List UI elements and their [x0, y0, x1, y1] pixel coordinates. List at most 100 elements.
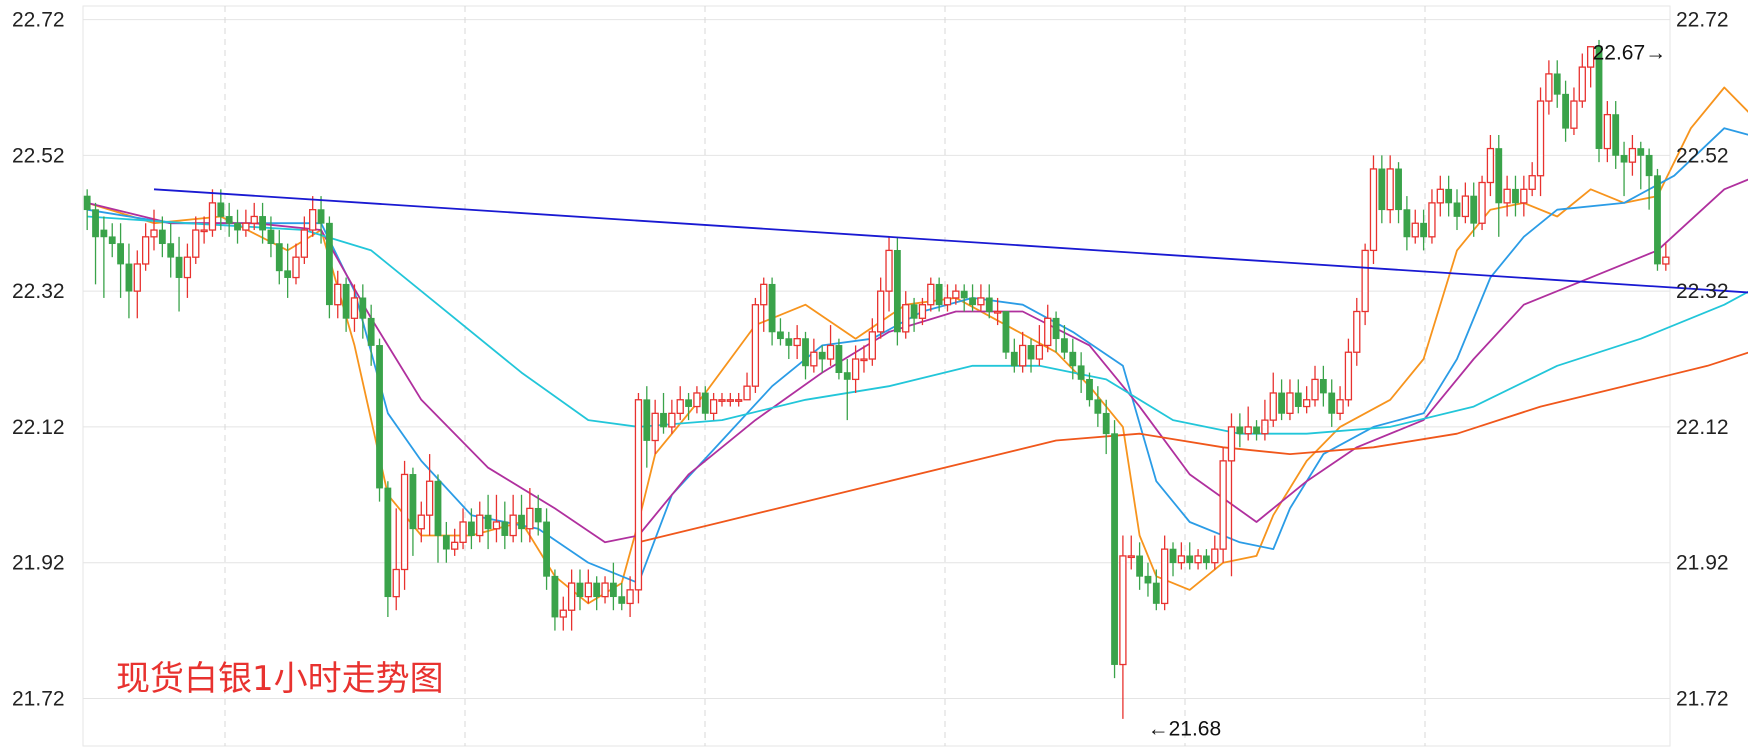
- candle-body: [1070, 352, 1076, 366]
- candle-body: [1512, 189, 1518, 203]
- candle-body: [777, 332, 783, 339]
- candle-down: [1112, 420, 1118, 678]
- candle-body: [1020, 345, 1026, 365]
- candle-body: [235, 223, 241, 230]
- candle-body: [577, 583, 583, 597]
- candle-body: [1538, 101, 1544, 176]
- candle-body: [635, 400, 641, 590]
- candle-body: [1329, 393, 1335, 413]
- candle-body: [878, 291, 884, 332]
- candle-body: [811, 352, 817, 366]
- candle-body: [644, 400, 650, 441]
- candle-body: [953, 291, 959, 298]
- candle-body: [377, 345, 383, 488]
- candle-body: [1454, 203, 1460, 217]
- candle-body: [477, 515, 483, 535]
- candle-body: [1195, 556, 1201, 563]
- candle-body: [452, 542, 458, 549]
- candle-body: [151, 230, 157, 237]
- candle-body: [335, 284, 341, 304]
- candle-body: [686, 400, 692, 407]
- candle-body: [1245, 427, 1251, 434]
- y-tick-label-right: 22.32: [1676, 280, 1729, 303]
- candle-body: [970, 298, 976, 305]
- candle-body: [1370, 169, 1376, 250]
- candle-body: [1362, 250, 1368, 311]
- candle-body: [661, 413, 667, 427]
- candle-body: [535, 508, 541, 522]
- candle-body: [1429, 203, 1435, 237]
- candle-body: [1613, 115, 1619, 156]
- candle-body: [435, 481, 441, 535]
- candle-body: [84, 196, 90, 210]
- candle-body: [143, 237, 149, 264]
- candle-body: [761, 284, 767, 304]
- candle-body: [694, 393, 700, 407]
- candle-body: [184, 257, 190, 277]
- candle-body: [744, 386, 750, 400]
- candle-body: [1663, 257, 1669, 264]
- candle-body: [836, 345, 842, 372]
- candle-body: [1479, 183, 1485, 224]
- price-annotation: 22.67→: [1593, 42, 1667, 65]
- candle-body: [168, 244, 174, 258]
- candle-body: [343, 284, 349, 318]
- candle-body: [627, 590, 633, 604]
- y-tick-label-left: 22.72: [12, 9, 65, 32]
- candle-body: [1446, 189, 1452, 203]
- candle-body: [1387, 169, 1393, 210]
- candle-body: [1095, 400, 1101, 414]
- y-tick-label-left: 21.72: [12, 687, 65, 710]
- candle-body: [193, 230, 199, 257]
- candle-down: [1654, 169, 1660, 271]
- candle-body: [285, 271, 291, 278]
- candle-body: [159, 230, 165, 244]
- candle-body: [1604, 115, 1610, 149]
- candle-body: [1203, 556, 1209, 563]
- candle-body: [1654, 176, 1660, 264]
- candle-body: [853, 359, 859, 379]
- candle-body: [1011, 352, 1017, 366]
- candle-up: [1370, 155, 1376, 264]
- candle-body: [351, 298, 357, 318]
- candle-body: [1621, 155, 1627, 162]
- candle-body: [936, 284, 942, 304]
- candle-body: [1462, 196, 1468, 216]
- candle-body: [218, 203, 224, 217]
- candle-body: [460, 522, 466, 542]
- candle-body: [1571, 101, 1577, 128]
- candle-body: [552, 576, 558, 617]
- y-tick-label-right: 22.52: [1676, 144, 1729, 167]
- candle-body: [1053, 318, 1059, 338]
- candle-body: [1028, 345, 1034, 359]
- y-tick-label-right: 21.92: [1676, 552, 1729, 575]
- candle-body: [619, 597, 625, 604]
- candle-body: [1354, 312, 1360, 353]
- candle-body: [978, 298, 984, 305]
- candle-body: [201, 230, 207, 232]
- candle-up: [752, 298, 758, 393]
- candle-body: [585, 583, 591, 597]
- candle-body: [1320, 379, 1326, 393]
- candle-body: [928, 284, 934, 304]
- candle-body: [711, 400, 717, 414]
- candle-body: [1287, 393, 1293, 413]
- candle-body: [1554, 74, 1560, 94]
- candle-body: [1563, 94, 1569, 128]
- candle-body: [510, 515, 516, 535]
- candle-body: [368, 318, 374, 345]
- candle-body: [1496, 149, 1502, 203]
- candle-body: [1437, 189, 1443, 203]
- candle-body: [1487, 149, 1493, 183]
- candle-body: [318, 210, 324, 224]
- candle-body: [418, 515, 424, 529]
- candle-body: [995, 312, 1001, 314]
- candle-body: [1638, 149, 1644, 156]
- y-tick-label-right: 21.72: [1676, 687, 1729, 710]
- candle-body: [727, 400, 733, 402]
- candle-body: [402, 474, 408, 569]
- candle-body: [786, 339, 792, 346]
- candle-body: [1137, 556, 1143, 576]
- candle-body: [468, 522, 474, 536]
